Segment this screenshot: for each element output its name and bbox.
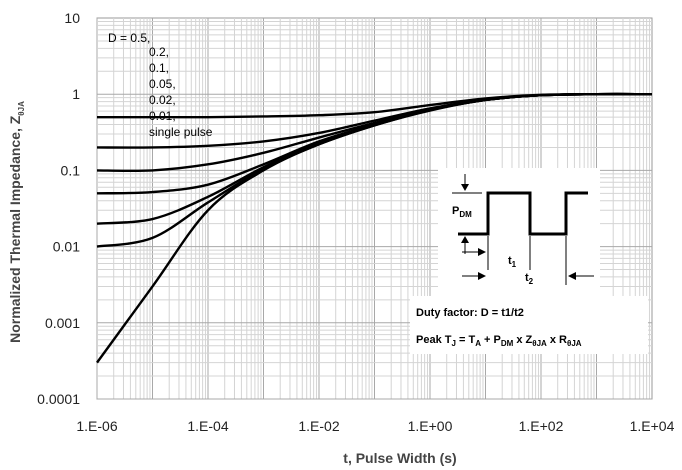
legend-entry: 0.02, — [149, 93, 176, 107]
t2-arrowhead-right — [568, 272, 576, 280]
duty-cycle-inset: PDM t1 t2 Duty factor: D = t1/t2 Peak TJ… — [410, 168, 648, 354]
legend-entry: 0.05, — [149, 77, 176, 91]
series-line — [96, 92, 653, 364]
y-tick-label: 0.0001 — [37, 391, 80, 407]
y-axis-title: Normalized Thermal Impedance, ZθJA — [7, 101, 26, 343]
formula-box — [410, 296, 648, 354]
y-tick-labels: 10 1 0.1 0.01 0.001 0.0001 — [37, 10, 80, 407]
x-axis-title: t, Pulse Width (s) — [343, 450, 456, 466]
formula-text: x Z — [513, 334, 532, 346]
x-tick-label: 1.E-02 — [298, 418, 339, 434]
series-lines — [96, 92, 653, 364]
formula-subscript: A — [475, 339, 481, 348]
legend-entry: 0.01, — [149, 109, 176, 123]
y-tick-label: 0.001 — [45, 315, 80, 331]
t2-arrowhead-left — [478, 272, 486, 280]
legend-entry: 0.1, — [149, 61, 169, 75]
pulse-waveform — [458, 191, 588, 236]
x-tick-label: 1.E+04 — [630, 418, 675, 434]
formula-subscript: θJA — [532, 339, 547, 348]
y-tick-label: 0.1 — [61, 162, 81, 178]
x-tick-label: 1.E-06 — [76, 418, 117, 434]
legend-entry: 0.2, — [149, 45, 169, 59]
formula-text: x R — [547, 334, 567, 346]
pdm-label: PDM — [452, 205, 472, 219]
x-tick-label: 1.E-04 — [187, 418, 228, 434]
y-tick-label: 1 — [72, 86, 80, 102]
pdm-arrowhead-top — [461, 184, 469, 191]
t1-arrowhead — [478, 248, 486, 256]
pdm-arrowhead-bottom — [461, 236, 469, 243]
y-axis-title-sub: θJA — [17, 101, 26, 116]
x-tick-label: 1.E+02 — [519, 418, 564, 434]
duty-factor-text: Duty factor: D = t1/t2 — [416, 307, 524, 319]
formula-subscript: J — [451, 339, 455, 348]
peak-formula-text: Peak TJ = TA + PDM x ZθJA x RθJA — [416, 334, 582, 348]
y-tick-label: 0.01 — [53, 239, 80, 255]
formula-subscript: θJA — [567, 339, 582, 348]
y-axis-title-main: Normalized Thermal Impedance, Z — [7, 115, 23, 343]
legend-entry: D = 0.5, — [108, 31, 150, 45]
t1-label: t1 — [508, 255, 517, 269]
x-tick-label: 1.E+00 — [408, 418, 453, 434]
legend-entry: single pulse — [149, 125, 213, 139]
legend: D = 0.5,0.2, 0.1, 0.05, 0.02, 0.01, single pu… — [108, 31, 213, 139]
formula-text: = T — [456, 334, 476, 346]
formula-text: + P — [481, 334, 501, 346]
formula-subscript: DM — [501, 339, 514, 348]
y-tick-label: 10 — [64, 10, 80, 26]
x-tick-labels: 1.E-06 1.E-04 1.E-02 1.E+00 1.E+02 1.E+04 — [76, 418, 674, 434]
t2-label: t2 — [525, 272, 534, 286]
